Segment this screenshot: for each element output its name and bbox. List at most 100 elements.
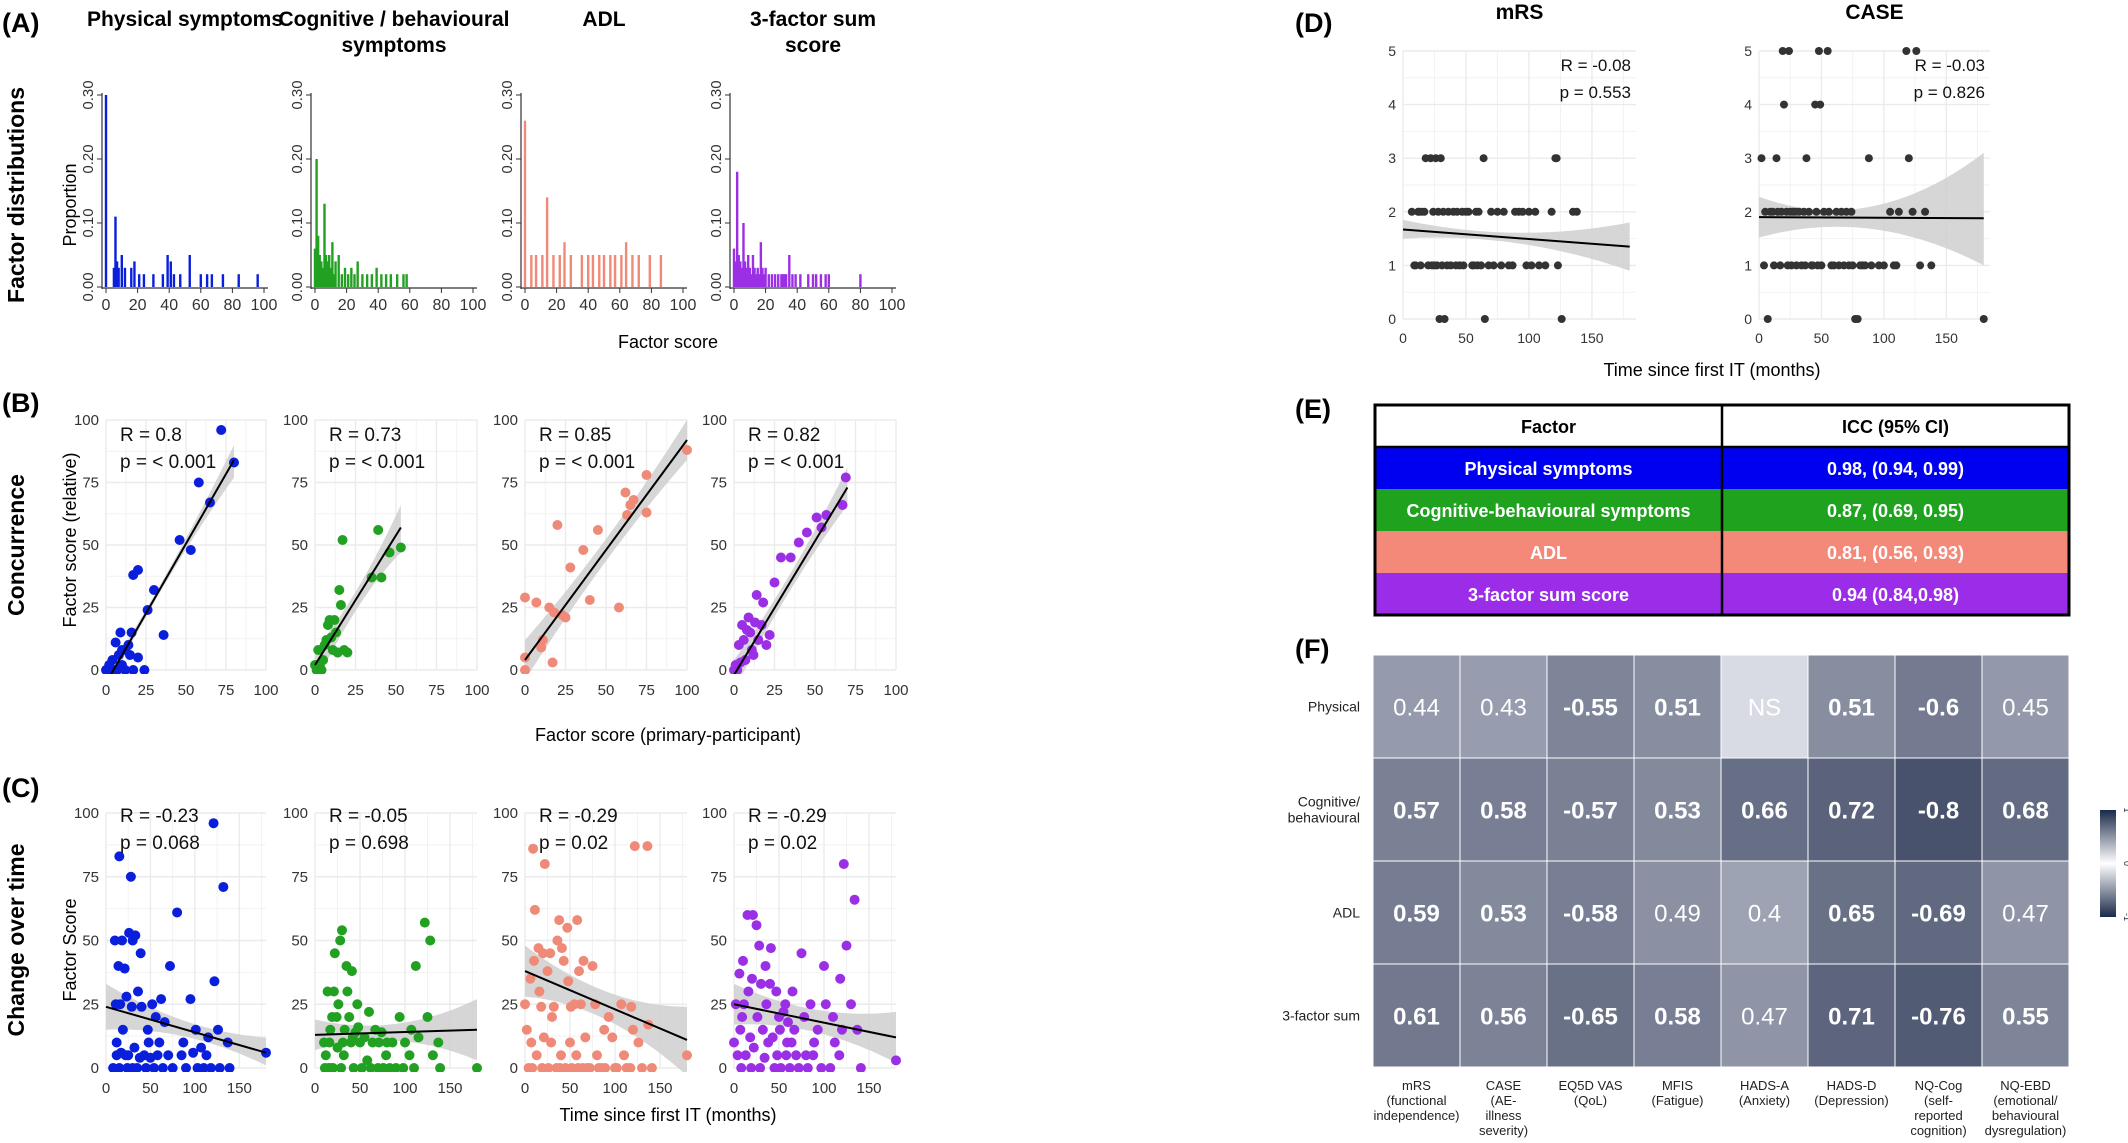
data-point [172, 907, 183, 918]
data-point [526, 1037, 537, 1048]
data-point [1464, 207, 1473, 216]
correlation-r: R = -0.29 [748, 806, 827, 827]
data-point [1816, 100, 1825, 109]
data-point [611, 1063, 622, 1072]
heatmap-cell-label: -0.76 [1911, 1004, 1966, 1031]
data-point [1853, 315, 1862, 323]
data-point [335, 600, 346, 610]
y-tick-label: 75 [291, 869, 308, 886]
heatmap-cell-label: 0.44 [1393, 695, 1440, 722]
data-point [324, 1037, 335, 1048]
data-point [208, 818, 219, 829]
y-tick-label: 100 [283, 805, 308, 822]
data-point [764, 630, 775, 640]
data-point [381, 1050, 392, 1061]
heatmap-cell-label: -0.65 [1563, 1004, 1618, 1031]
data-point [549, 607, 560, 618]
data-point [125, 871, 136, 882]
data-point [835, 973, 846, 984]
data-point [537, 635, 548, 645]
concurrence-plot-3: 0 25 50 75 100 0 25 50 75 100 R = 0.85 p = < 0.001 [493, 412, 700, 699]
histogram-title: 3-factor sum [750, 8, 876, 31]
data-point [218, 881, 229, 892]
heatmap-cell-label: 0.61 [1393, 1004, 1440, 1031]
y-tick-label: 0 [1744, 311, 1752, 327]
data-point [545, 948, 556, 959]
y-tick-label: 0.10 [80, 208, 97, 237]
table-cell-icc: 0.81, (0.56, 0.93) [1827, 543, 1964, 563]
correlation-r: R = 0.73 [329, 425, 401, 446]
x-tick-label: 75 [428, 682, 445, 699]
heatmap-column-label-line: CASE [1486, 1078, 1522, 1093]
heatmap-column-label-line: (Anxiety) [1739, 1093, 1790, 1108]
data-point [135, 948, 146, 959]
data-point [1864, 154, 1873, 163]
data-point [855, 1063, 866, 1072]
y-tick-label: 0.10 [499, 208, 516, 237]
data-point [740, 1050, 751, 1061]
data-point [682, 1050, 692, 1061]
data-point [560, 612, 571, 623]
heatmap-row-label-line: 3-factor sum [1282, 1008, 1360, 1024]
data-point [1440, 315, 1449, 323]
plot-area [520, 841, 692, 1072]
heatmap-column-label-line: independence) [1373, 1108, 1459, 1123]
x-tick-label: 50 [562, 1080, 579, 1097]
x-tick-label: 100 [392, 1080, 417, 1097]
data-point [629, 841, 640, 852]
heatmap-cell-label: 0.55 [2002, 1004, 2049, 1031]
y-tick-label: 0.00 [80, 272, 97, 301]
y-tick-label: 100 [493, 412, 518, 429]
heatmap-cell-label: 0.72 [1828, 798, 1875, 825]
data-point [801, 1050, 811, 1061]
data-point [1487, 207, 1496, 216]
data-point [205, 1063, 216, 1072]
data-point [837, 500, 848, 510]
x-tick-label: 75 [847, 682, 864, 699]
heatmap-cell [1894, 860, 1983, 965]
y-tick-label: 1 [1388, 257, 1396, 273]
heatmap-cell-label: -0.55 [1563, 695, 1618, 722]
data-point [120, 665, 131, 674]
data-point [1459, 261, 1468, 270]
data-point [1518, 207, 1527, 216]
heatmap-cell-label: 0.53 [1654, 798, 1701, 825]
data-point [1547, 207, 1556, 216]
data-point [1867, 261, 1876, 270]
y-tick-label: 0 [1388, 311, 1396, 327]
heatmap-column-label-line: NQ-EBD [2000, 1078, 2051, 1093]
legend-tick-label: 1 [2122, 807, 2128, 812]
data-point [536, 642, 547, 653]
data-point [565, 1037, 575, 1048]
data-point [338, 1050, 349, 1061]
data-point [789, 1024, 800, 1035]
data-point [339, 1024, 350, 1035]
y-tick-label: 5 [1744, 43, 1752, 59]
data-point [767, 1032, 778, 1043]
p-value: p = < 0.001 [329, 452, 425, 473]
data-point [1479, 154, 1488, 163]
data-point [1497, 261, 1506, 270]
data-point [546, 1037, 557, 1048]
data-point [757, 1024, 768, 1035]
heatmap-cell-label: 0.51 [1654, 695, 1701, 722]
data-point [1902, 47, 1911, 55]
data-point [529, 955, 539, 966]
correlation-r: R = 0.8 [120, 425, 182, 446]
data-point [775, 552, 786, 563]
data-point [548, 1001, 559, 1012]
concurrence-plot-2: 0 25 50 75 100 0 25 50 75 100 R = 0.73 p = < 0.001 [283, 412, 490, 699]
data-point [531, 1050, 542, 1061]
y-tick-label: 75 [501, 869, 518, 886]
data-point [841, 940, 852, 951]
data-point [747, 973, 757, 984]
heatmap-column-label-line: (QoL) [1574, 1093, 1607, 1108]
heatmap-cell [1546, 654, 1635, 759]
data-point [1757, 154, 1766, 163]
histogram-title: Cognitive / behavioural [278, 8, 509, 31]
data-point [528, 843, 539, 854]
heatmap-column-label-line: MFIS [1662, 1078, 1693, 1093]
x-tick-label: 50 [807, 682, 824, 699]
y-tick-label: 25 [291, 996, 308, 1013]
